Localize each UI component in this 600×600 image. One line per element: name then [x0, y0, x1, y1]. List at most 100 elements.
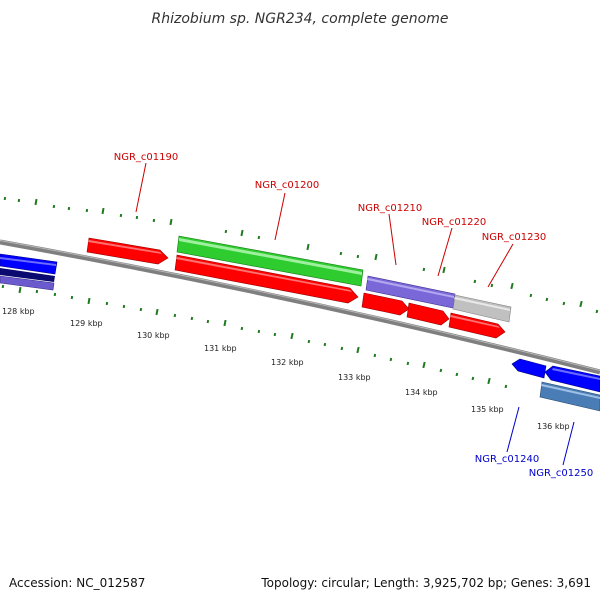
kbp-label-134: 134 kbp	[405, 388, 438, 397]
tick	[471, 376, 475, 381]
tick	[290, 332, 294, 340]
leader-line-ngr-c01250	[562, 421, 575, 466]
gene-arrow-highlight	[88, 240, 162, 254]
kbp-label-128: 128 kbp	[2, 307, 35, 316]
gene-label-ngr-c01250[interactable]: NGR_c01250	[529, 468, 594, 479]
accession-text: Accession: NC_012587	[9, 576, 145, 590]
kbp-label-133: 133 kbp	[338, 373, 371, 382]
gene-arrow-highlight	[179, 238, 362, 275]
gene-left-navy[interactable]	[0, 268, 55, 282]
gene-label-ngr-c01210[interactable]: NGR_c01210	[358, 203, 423, 214]
tick	[169, 218, 173, 226]
tick	[257, 329, 261, 334]
gene-label-ngr-c01190[interactable]: NGR_c01190	[114, 152, 179, 163]
gene-arrow-highlight	[541, 384, 600, 399]
gene-ngr-c01230[interactable]	[448, 312, 506, 339]
gene-red-small-1[interactable]	[361, 292, 410, 316]
tick	[3, 196, 7, 201]
tick	[34, 198, 38, 206]
kbp-label-129: 129 kbp	[70, 319, 103, 328]
gene-ngr-c01190[interactable]	[86, 237, 169, 265]
outer-tick-ring	[3, 196, 599, 314]
gene-labels: NGR_c01190 NGR_c01200 NGR_c01210 NGR_c01…	[114, 152, 594, 479]
tick	[240, 229, 244, 237]
gene-label-ngr-c01200[interactable]: NGR_c01200	[255, 180, 320, 191]
gene-arrow-highlight	[0, 257, 56, 266]
tick	[562, 301, 566, 306]
gene-red-long[interactable]	[174, 254, 359, 304]
tick	[139, 307, 143, 312]
tick	[455, 372, 459, 377]
inner-tick-ring	[1, 284, 508, 389]
gene-red-small-2[interactable]	[406, 302, 450, 326]
tick	[340, 346, 344, 351]
leader-line-ngr-c01220	[437, 227, 453, 277]
tick	[53, 292, 57, 297]
tick	[545, 297, 549, 302]
tick	[374, 253, 378, 261]
tick	[356, 254, 360, 259]
gene-label-ngr-c01230[interactable]: NGR_c01230	[482, 232, 547, 243]
tick	[373, 353, 377, 358]
gene-ngr-c01250[interactable]	[539, 381, 600, 412]
gene-arrow-highlight	[367, 278, 454, 298]
tick	[85, 208, 89, 213]
gene-arrow[interactable]	[0, 275, 55, 291]
gene-arrow[interactable]	[406, 302, 450, 326]
tick	[307, 339, 311, 344]
kbp-label-131: 131 kbp	[204, 344, 237, 353]
gene-ngr-c01200[interactable]	[176, 235, 364, 287]
tick	[273, 332, 277, 337]
gene-left-purple[interactable]	[0, 275, 55, 291]
tick	[257, 235, 261, 240]
tick	[223, 319, 227, 327]
tick	[490, 283, 494, 288]
kbp-label-130: 130 kbp	[137, 331, 170, 340]
tick	[101, 207, 105, 215]
tick	[190, 316, 194, 321]
tick	[595, 309, 599, 314]
leader-line-ngr-c01210	[388, 213, 397, 266]
tick	[439, 368, 443, 373]
tick	[1, 284, 5, 289]
tick	[122, 304, 126, 309]
tick	[240, 326, 244, 331]
tick	[422, 361, 426, 369]
tick	[173, 313, 177, 318]
gene-ngr-c01240[interactable]	[511, 358, 547, 379]
tick	[339, 251, 343, 256]
tick	[206, 319, 210, 324]
gene-arrow[interactable]	[544, 365, 600, 393]
tick	[306, 243, 310, 251]
gene-ngr-c01220[interactable]	[452, 294, 512, 323]
tick	[529, 293, 533, 298]
gene-left-blue[interactable]	[0, 253, 58, 275]
tick	[510, 282, 514, 290]
gene-arrow[interactable]	[0, 268, 55, 282]
leader-line-ngr-c01200	[274, 192, 286, 241]
tick	[155, 308, 159, 316]
tick	[105, 301, 109, 306]
tick	[406, 361, 410, 366]
gene-right-blue[interactable]	[544, 365, 600, 393]
tick	[119, 213, 123, 218]
topology-summary: Topology: circular; Length: 3,925,702 bp…	[260, 576, 591, 590]
gene-arrow[interactable]	[539, 381, 600, 412]
kbp-label-132: 132 kbp	[271, 358, 304, 367]
tick	[70, 295, 74, 300]
tick	[487, 377, 491, 385]
tick	[35, 289, 39, 294]
gene-arrow[interactable]	[511, 358, 547, 379]
tick	[389, 357, 393, 362]
gene-label-ngr-c01240[interactable]: NGR_c01240	[475, 454, 540, 465]
tick	[18, 286, 22, 294]
genome-backbone	[0, 239, 600, 375]
tick	[52, 204, 56, 209]
tick	[67, 206, 71, 211]
gene-label-ngr-c01220[interactable]: NGR_c01220	[422, 217, 487, 228]
gene-arrow[interactable]	[361, 292, 410, 316]
map-title: Rhizobium sp. NGR234, complete genome	[152, 11, 449, 27]
tick	[473, 279, 477, 284]
tick	[135, 215, 139, 220]
